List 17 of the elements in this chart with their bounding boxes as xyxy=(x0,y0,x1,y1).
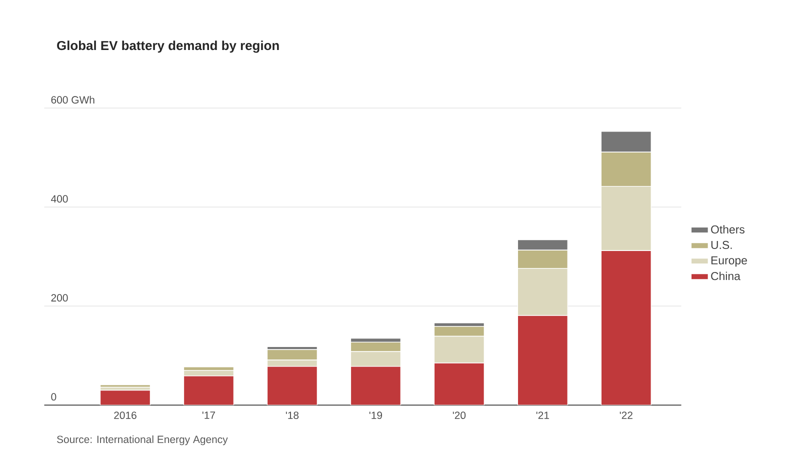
x-tick-label: '18 xyxy=(286,412,299,420)
chart-title: Global EV battery demand by region xyxy=(57,40,279,53)
legend-label: China xyxy=(711,272,740,280)
x-tick-label: 2016 xyxy=(114,412,136,420)
x-tick-label: '19 xyxy=(369,412,382,420)
y-tick-label: 600 GWh xyxy=(51,96,94,104)
legend-label: U.S. xyxy=(711,240,732,250)
y-tick-label: 400 xyxy=(51,195,68,203)
x-tick-label: '20 xyxy=(452,412,466,420)
x-tick-label: '17 xyxy=(202,412,216,419)
legend-label: Europe xyxy=(711,256,747,267)
y-tick-label: 200 xyxy=(51,294,68,302)
legend-label: Others xyxy=(711,225,744,234)
y-tick-label: 0 xyxy=(51,393,56,401)
x-tick-label: '21 xyxy=(536,412,549,419)
x-tick-label: '22 xyxy=(620,412,632,419)
source-note: Source: International Energy Agency xyxy=(57,435,228,446)
